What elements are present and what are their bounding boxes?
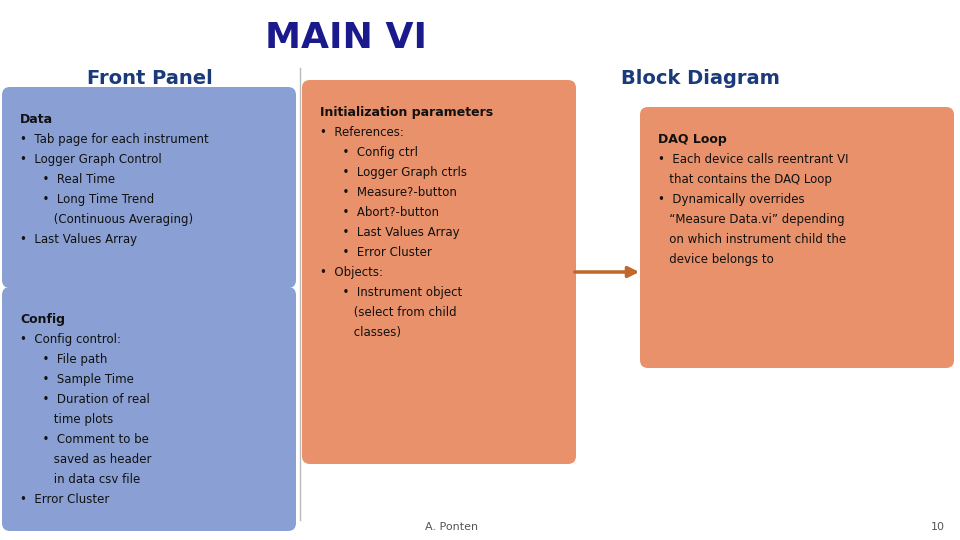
Text: Config: Config (20, 313, 65, 326)
Text: Block Diagram: Block Diagram (621, 69, 780, 87)
Text: •  References:: • References: (320, 126, 404, 139)
Text: •  Comment to be: • Comment to be (20, 433, 149, 446)
Text: 10: 10 (931, 522, 945, 532)
Text: •  Last Values Array: • Last Values Array (320, 226, 460, 239)
Text: Data: Data (20, 113, 53, 126)
Text: •  Each device calls reentrant VI: • Each device calls reentrant VI (658, 153, 849, 166)
Text: in data csv file: in data csv file (20, 473, 140, 486)
Text: •  Instrument object: • Instrument object (320, 286, 463, 299)
Text: (select from child: (select from child (320, 306, 457, 319)
Text: on which instrument child the: on which instrument child the (658, 233, 846, 246)
Text: •  Logger Graph ctrls: • Logger Graph ctrls (320, 166, 467, 179)
Text: •  Config control:: • Config control: (20, 333, 121, 346)
Text: saved as header: saved as header (20, 453, 152, 466)
Text: “Measure Data.vi” depending: “Measure Data.vi” depending (658, 213, 845, 226)
Text: •  Real Time: • Real Time (20, 173, 115, 186)
Text: •  Dynamically overrides: • Dynamically overrides (658, 193, 804, 206)
Text: that contains the DAQ Loop: that contains the DAQ Loop (658, 173, 832, 186)
FancyBboxPatch shape (2, 287, 296, 531)
Text: •  Sample Time: • Sample Time (20, 373, 133, 386)
Text: Initialization parameters: Initialization parameters (320, 106, 493, 119)
Text: device belongs to: device belongs to (658, 253, 774, 266)
Text: •  Error Cluster: • Error Cluster (320, 246, 432, 259)
Text: •  Duration of real: • Duration of real (20, 393, 150, 406)
Text: •  Last Values Array: • Last Values Array (20, 233, 137, 246)
Text: •  Measure?-button: • Measure?-button (320, 186, 457, 199)
Text: •  Tab page for each instrument: • Tab page for each instrument (20, 133, 208, 146)
Text: •  File path: • File path (20, 353, 108, 366)
FancyBboxPatch shape (2, 87, 296, 288)
Text: time plots: time plots (20, 413, 113, 426)
FancyBboxPatch shape (640, 107, 954, 368)
Text: (Continuous Averaging): (Continuous Averaging) (20, 213, 193, 226)
Text: DAQ Loop: DAQ Loop (658, 133, 727, 146)
Text: MAIN VI: MAIN VI (265, 21, 426, 55)
Text: •  Abort?-button: • Abort?-button (320, 206, 439, 219)
Text: •  Objects:: • Objects: (320, 266, 383, 279)
Text: Front Panel: Front Panel (87, 69, 213, 87)
Text: •  Error Cluster: • Error Cluster (20, 493, 109, 506)
Text: A. Ponten: A. Ponten (424, 522, 478, 532)
Text: •  Config ctrl: • Config ctrl (320, 146, 418, 159)
Text: classes): classes) (320, 326, 401, 339)
FancyBboxPatch shape (302, 80, 576, 464)
Text: •  Logger Graph Control: • Logger Graph Control (20, 153, 161, 166)
Text: •  Long Time Trend: • Long Time Trend (20, 193, 155, 206)
